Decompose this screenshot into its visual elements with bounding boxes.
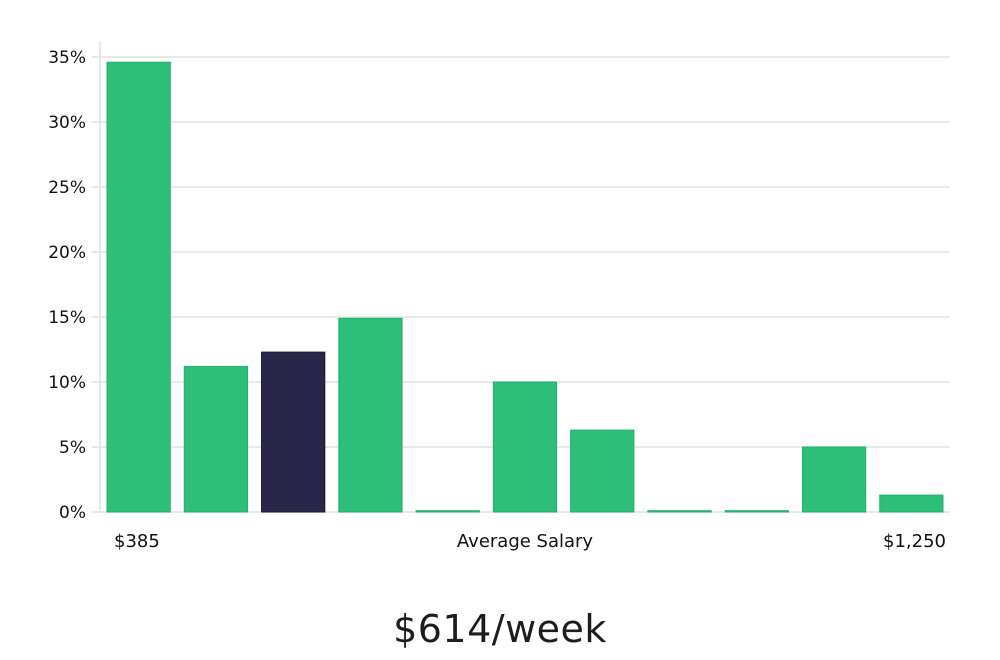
y-axis-ticks: 0% 5% 10% 15% 20% 25% 30% 35% <box>48 48 86 523</box>
bar <box>338 317 403 513</box>
y-tick-label: 15% <box>48 308 86 328</box>
y-tick-label: 30% <box>48 113 86 133</box>
bar <box>570 429 635 513</box>
x-axis-label: Average Salary <box>457 531 594 552</box>
y-tick-label: 35% <box>48 48 86 68</box>
bars <box>106 61 944 513</box>
bar-highlighted <box>261 351 326 513</box>
bar <box>647 510 712 513</box>
y-tick-label: 0% <box>59 503 86 523</box>
y-tick-label: 25% <box>48 178 86 198</box>
bar <box>106 61 171 513</box>
y-tick-label: 20% <box>48 243 86 263</box>
bar <box>492 381 558 513</box>
average-salary-value: $614/week <box>393 607 607 651</box>
x-max-label: $1,250 <box>883 531 946 552</box>
bar <box>724 510 789 513</box>
x-min-label: $385 <box>114 531 160 552</box>
bar <box>801 446 867 513</box>
bar <box>415 510 480 513</box>
salary-histogram: 0% 5% 10% 15% 20% 25% 30% 35% $385 Average Sala… <box>48 41 950 552</box>
y-tick-label: 5% <box>59 438 86 458</box>
bar <box>183 365 249 513</box>
bar <box>879 494 944 513</box>
y-tick-label: 10% <box>48 373 86 393</box>
